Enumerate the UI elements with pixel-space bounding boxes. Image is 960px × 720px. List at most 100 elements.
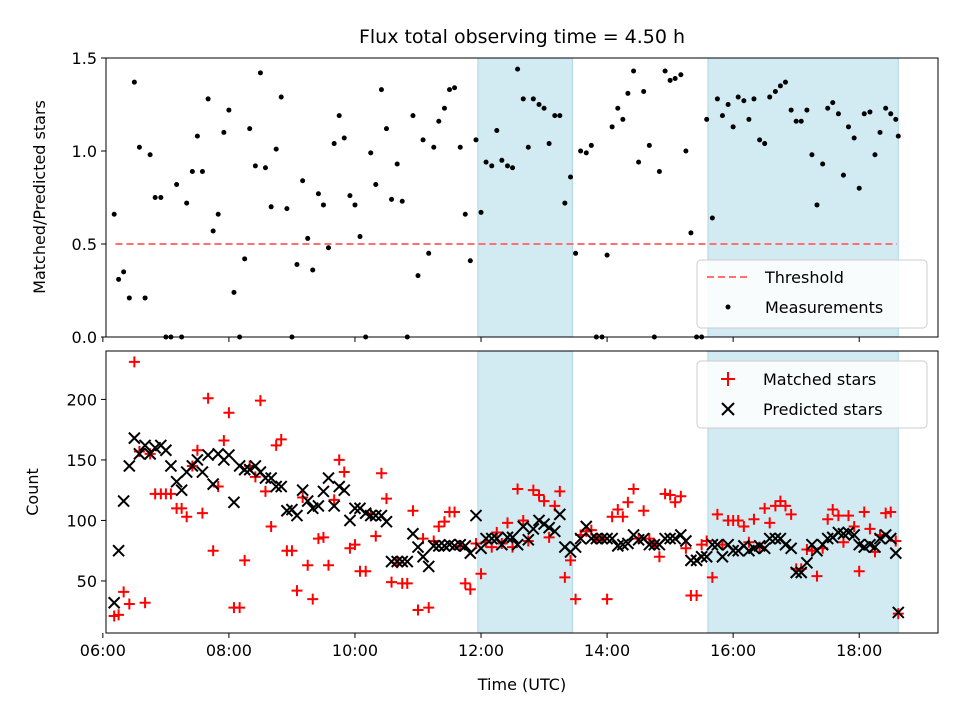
measurement-point: [809, 152, 815, 158]
measurement-point: [242, 256, 248, 262]
measurement-point: [210, 228, 216, 234]
predicted-star-point: [312, 499, 325, 513]
predicted-star-point: [469, 509, 483, 522]
bottom-plot-frame: [105, 350, 939, 634]
measurement-point: [483, 159, 489, 165]
measurement-point: [872, 152, 878, 158]
matched-star-point: [664, 489, 676, 501]
predicted-star-point: [338, 483, 351, 497]
measurement-point: [284, 206, 290, 212]
measurement-point: [341, 135, 347, 141]
predicted-star-point: [605, 532, 619, 545]
measurement-point: [867, 109, 873, 115]
matched-star-point: [779, 500, 791, 512]
measurement-point: [121, 269, 127, 275]
matched-star-point: [570, 593, 582, 605]
measurement-point: [300, 178, 306, 184]
predicted-star-point: [585, 532, 598, 545]
measurement-point: [315, 191, 321, 197]
predicted-star-point: [711, 538, 724, 551]
matched-star-point: [407, 505, 419, 517]
bottom-legend-box: [696, 360, 928, 429]
measurement-point: [814, 202, 820, 208]
measurement-point: [688, 230, 694, 236]
measurement-point: [116, 276, 122, 282]
measurement-point: [378, 87, 384, 93]
measurement-point: [336, 113, 342, 119]
measurement-point: [636, 159, 642, 165]
measurement-point: [762, 141, 768, 147]
predicted-star-point: [290, 509, 304, 522]
measurement-point: [646, 142, 652, 148]
matched-star-point: [675, 490, 687, 502]
matched-star-point: [827, 504, 839, 516]
predicted-star-point: [159, 444, 173, 457]
measurement-point: [199, 168, 205, 174]
matched-star-point: [853, 565, 865, 577]
matched-star-point: [832, 510, 844, 522]
measurement-point: [757, 137, 763, 143]
predicted-star-point: [706, 538, 719, 551]
measurement-point: [552, 113, 558, 119]
measurement-point: [788, 107, 794, 113]
chart-title: Flux total observing time = 4.50 h: [359, 26, 685, 48]
predicted-star-point: [495, 538, 509, 551]
measurement-point: [631, 68, 637, 74]
matched-star-point: [202, 392, 214, 404]
matched-star-point: [459, 577, 471, 589]
matched-star-point: [475, 568, 487, 580]
x-axis-label: Time (UTC): [477, 675, 566, 694]
x-tick-label: 08:00: [206, 641, 252, 660]
predicted-star-point: [227, 496, 241, 509]
measurement-point: [489, 163, 495, 169]
predicted-star-point: [479, 532, 493, 545]
y-tick-label: 0.0: [72, 328, 97, 347]
matched-star-point: [822, 513, 834, 525]
measurement-point: [893, 116, 899, 122]
measurement-point: [804, 107, 810, 113]
measurement-point: [305, 235, 311, 241]
matched-star-point: [527, 484, 539, 496]
predicted-star-point: [259, 471, 272, 485]
matched-star-point: [701, 535, 713, 547]
predicted-star-point: [648, 538, 661, 551]
matched-star-point: [207, 545, 219, 557]
predicted-star-point: [542, 521, 556, 534]
measurement-point: [136, 144, 142, 150]
measurement-point: [767, 94, 773, 100]
predicted-star-point: [873, 532, 887, 545]
measurement-point: [536, 102, 542, 107]
matched-star-point: [764, 517, 776, 529]
measurement-point: [541, 105, 547, 111]
predicted-star-point: [123, 459, 136, 473]
measurement-point: [793, 118, 799, 124]
matched-star-point: [128, 356, 140, 368]
predicted-star-point: [884, 532, 897, 545]
matched-star-point: [286, 545, 298, 557]
measurement-point: [573, 250, 579, 256]
predicted-star-point: [364, 509, 377, 522]
matched-star-point: [234, 602, 246, 614]
predicted-star-point: [243, 463, 256, 476]
predicted-star-point: [112, 544, 125, 557]
measurement-point: [467, 258, 473, 264]
matched-star-point: [338, 466, 350, 478]
measurement-point: [741, 98, 747, 104]
measurement-point: [520, 96, 526, 102]
predicted-star-point: [658, 532, 672, 545]
predicted-star-point: [847, 528, 861, 542]
predicted-legend-label: Predicted stars: [763, 400, 883, 419]
predicted-star-point: [522, 533, 535, 547]
matched-star-point: [858, 506, 870, 518]
measurement-point: [415, 273, 421, 279]
measurement-point: [604, 252, 610, 258]
measurement-point: [447, 87, 453, 93]
predicted-star-point: [390, 555, 404, 568]
measurement-point: [557, 113, 563, 119]
predicted-star-point: [595, 532, 609, 545]
measurement-point: [678, 72, 684, 78]
predicted-star-point: [668, 532, 682, 545]
measurement-point: [142, 295, 148, 301]
matched-star-point: [333, 454, 345, 466]
matched-star-point: [512, 483, 524, 495]
